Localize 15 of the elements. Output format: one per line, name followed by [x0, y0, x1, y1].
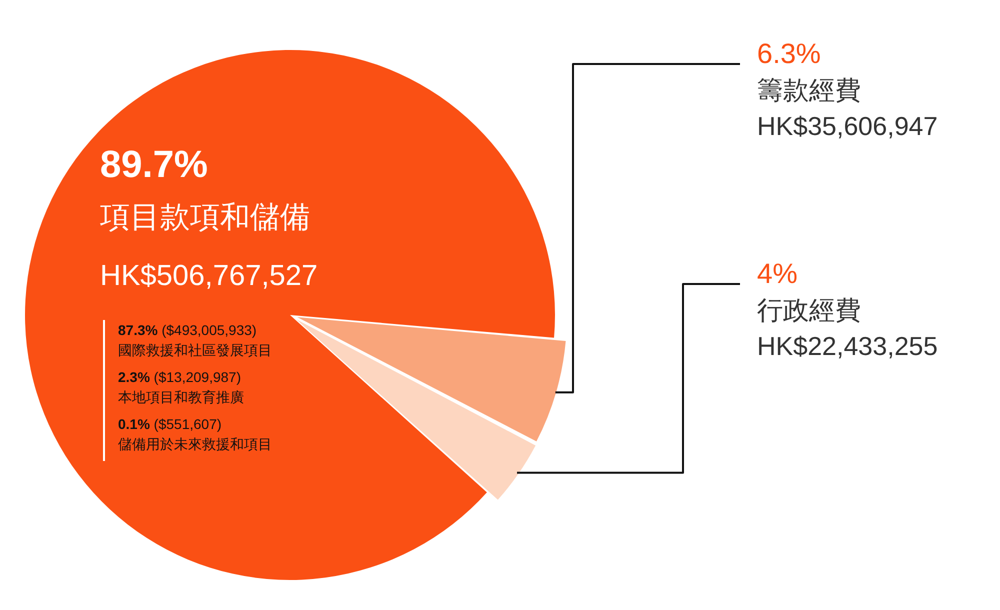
slice-label: 項目款項和儲備 — [100, 200, 311, 236]
slice-label: 行政經費 — [757, 294, 862, 327]
text: 87.3% ($493,005,933) — [118, 321, 258, 340]
text: 0.1% ($551,607) — [118, 415, 223, 434]
data-label: 89.7% — [100, 143, 209, 188]
text: HK$35,606,947 — [757, 110, 938, 143]
data-label: 4% — [757, 257, 798, 291]
text: HK$506,767,527 — [100, 259, 318, 294]
text: 本地項目和教育推廣 — [118, 388, 245, 407]
text: 儲備用於未來救援和項目 — [118, 435, 272, 454]
text: 2.3% ($13,209,987) — [118, 368, 242, 387]
text: HK$22,433,255 — [757, 330, 938, 363]
data-label: 6.3% — [757, 37, 822, 71]
text: 國際救援和社區發展項目 — [118, 341, 272, 360]
slice-label: 籌款經費 — [757, 74, 862, 107]
